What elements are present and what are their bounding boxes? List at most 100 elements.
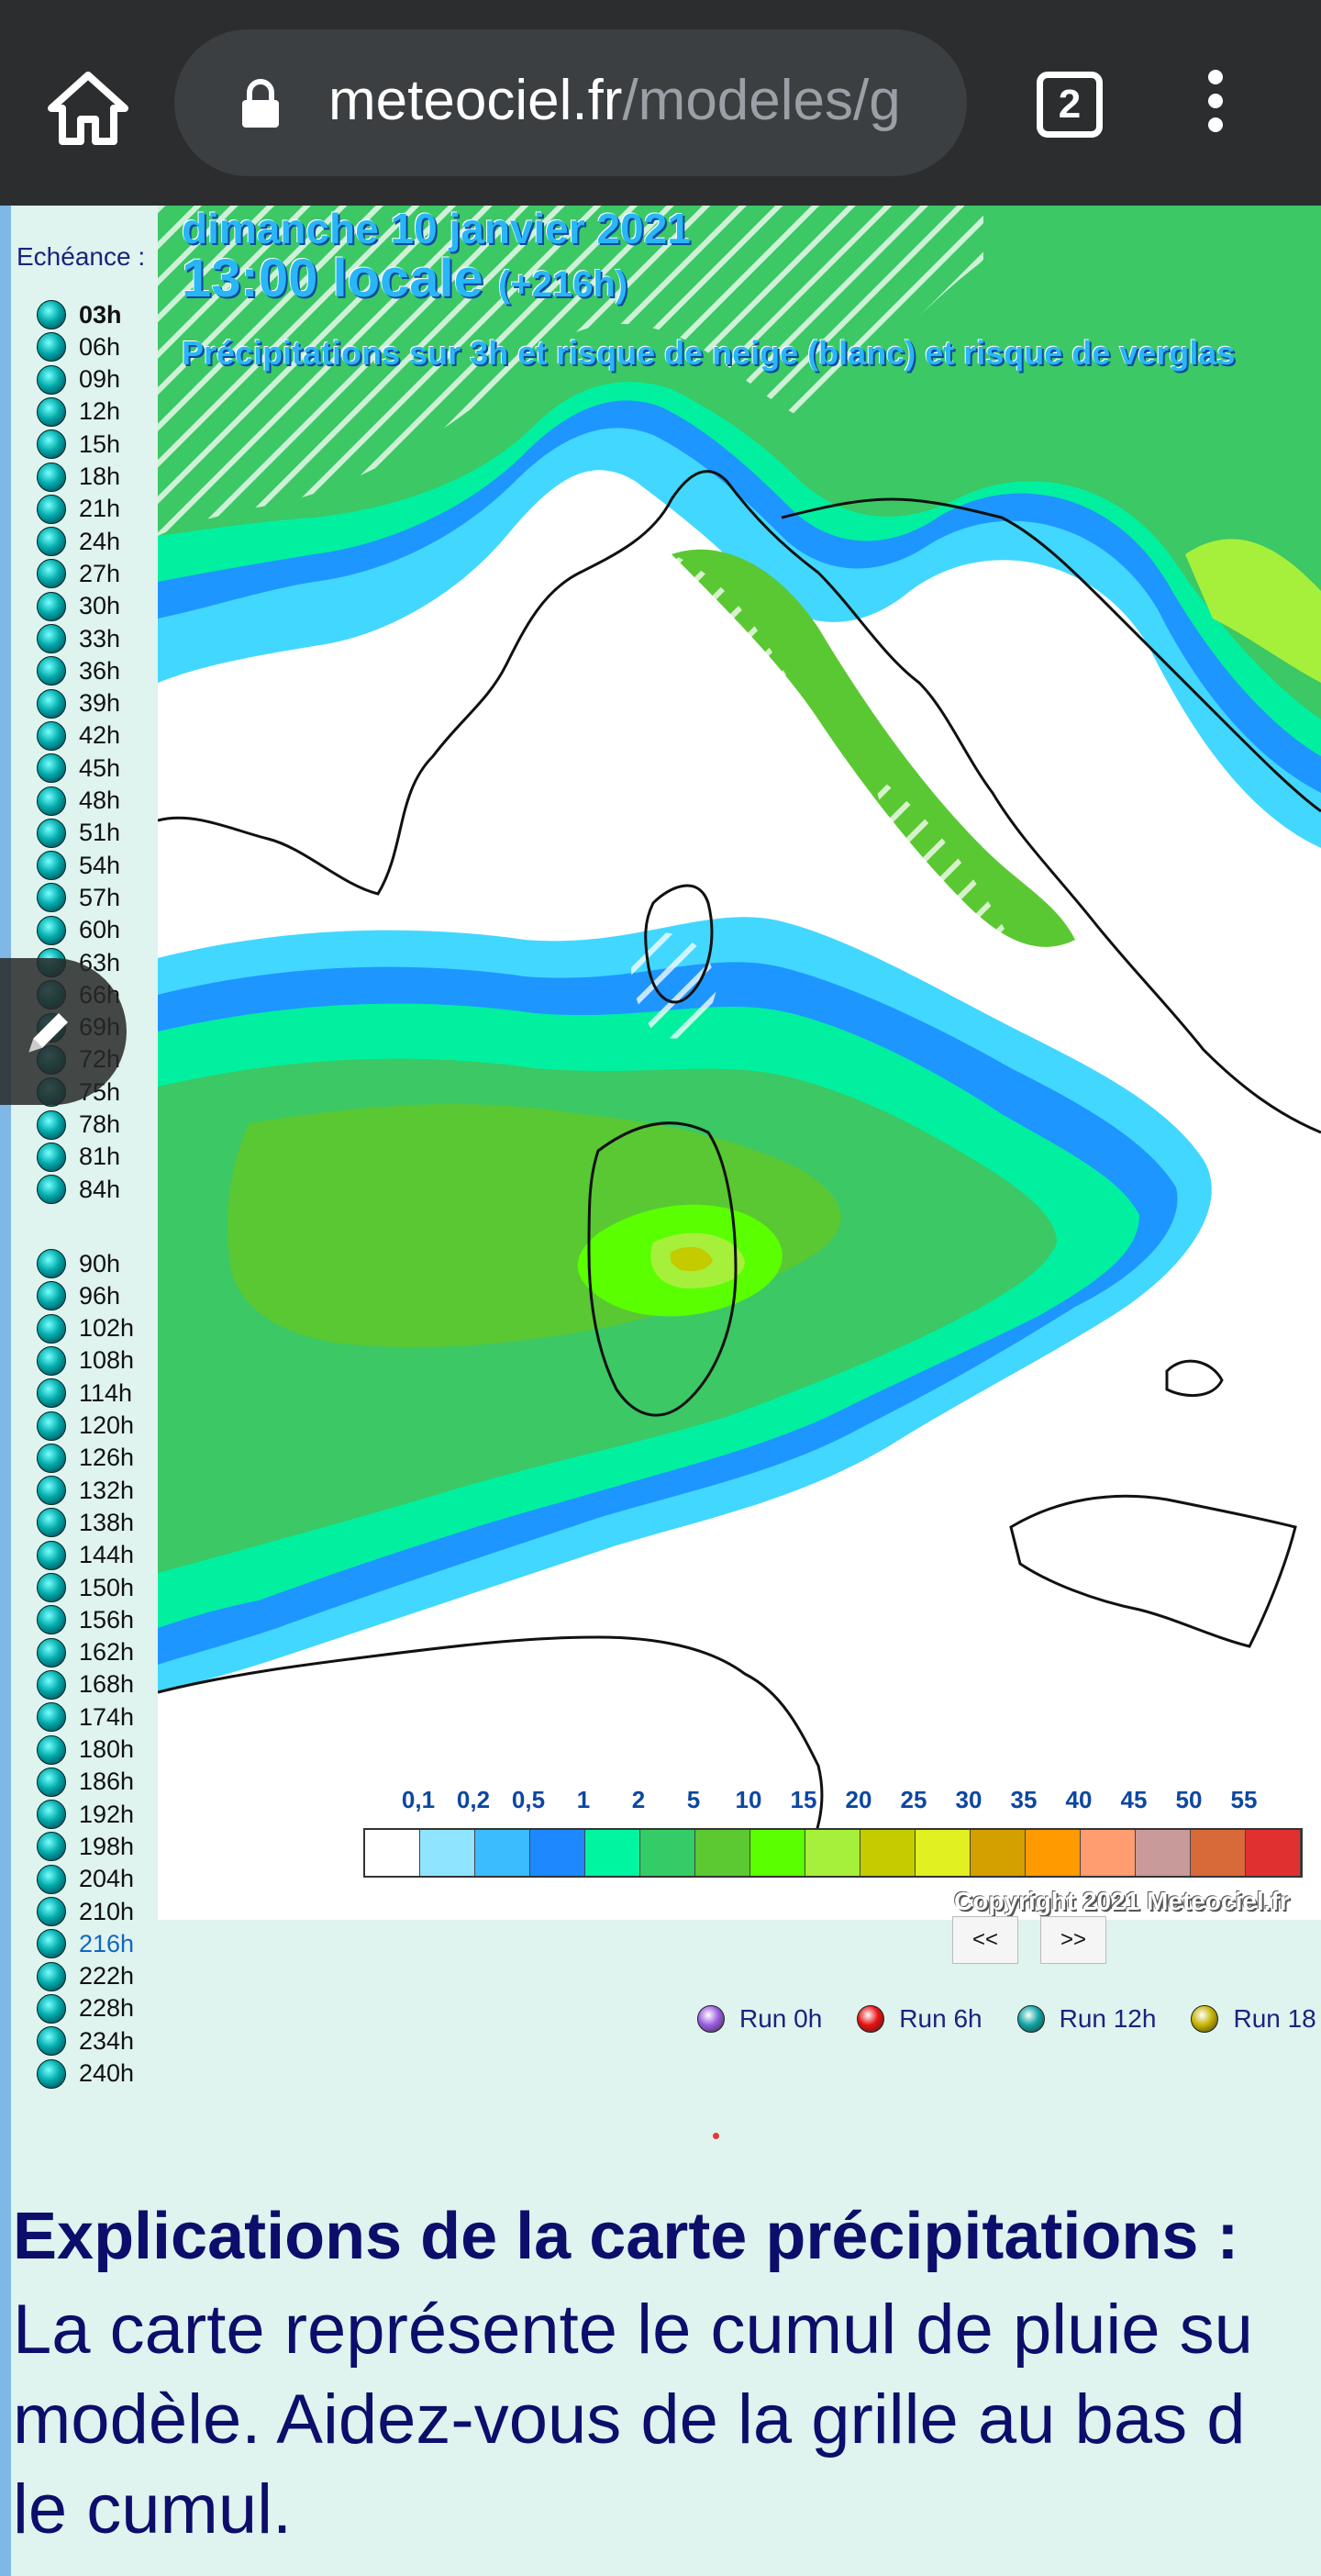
step-ball-icon[interactable] bbox=[37, 1540, 66, 1570]
step-ball-icon[interactable] bbox=[37, 1110, 66, 1140]
step-label[interactable]: 156h bbox=[79, 1605, 135, 1634]
step-item[interactable]: 216h bbox=[37, 1928, 134, 1959]
run-ball-icon[interactable] bbox=[1016, 2005, 1045, 2033]
step-ball-icon[interactable] bbox=[37, 1476, 66, 1506]
step-item[interactable]: 228h bbox=[37, 1993, 134, 2024]
step-item[interactable]: 60h bbox=[37, 915, 120, 946]
step-ball-icon[interactable] bbox=[37, 624, 66, 653]
step-ball-icon[interactable] bbox=[37, 688, 66, 719]
step-label[interactable]: 168h bbox=[79, 1670, 135, 1699]
step-item[interactable]: 90h bbox=[37, 1248, 120, 1279]
step-ball-icon[interactable] bbox=[37, 364, 66, 395]
step-label[interactable]: 81h bbox=[79, 1143, 121, 1171]
home-icon[interactable] bbox=[44, 64, 132, 152]
step-ball-icon[interactable] bbox=[37, 915, 66, 945]
step-item[interactable]: 240h bbox=[37, 2058, 134, 2090]
step-label[interactable]: 180h bbox=[79, 1735, 135, 1763]
step-item[interactable]: 126h bbox=[37, 1443, 134, 1474]
step-ball-icon[interactable] bbox=[37, 1573, 66, 1602]
step-label[interactable]: 132h bbox=[79, 1476, 135, 1504]
step-label[interactable]: 114h bbox=[79, 1378, 133, 1407]
step-label[interactable]: 18h bbox=[79, 463, 121, 490]
step-ball-icon[interactable] bbox=[37, 1993, 66, 2024]
step-label[interactable]: 138h bbox=[79, 1508, 135, 1536]
step-ball-icon[interactable] bbox=[37, 1767, 66, 1797]
step-ball-icon[interactable] bbox=[37, 1832, 66, 1862]
step-label[interactable]: 96h bbox=[79, 1281, 121, 1310]
step-ball-icon[interactable] bbox=[37, 1961, 66, 1991]
step-item[interactable]: 06h bbox=[37, 331, 120, 362]
step-item[interactable]: 30h bbox=[37, 591, 120, 622]
run-label[interactable]: Run 12h bbox=[1059, 2004, 1157, 2033]
step-ball-icon[interactable] bbox=[37, 429, 66, 460]
step-ball-icon[interactable] bbox=[37, 1443, 66, 1473]
step-label[interactable]: 240h bbox=[79, 2059, 135, 2087]
step-item[interactable]: 54h bbox=[37, 850, 120, 881]
step-label[interactable]: 30h bbox=[79, 592, 121, 620]
step-ball-icon[interactable] bbox=[37, 1605, 66, 1635]
edit-pen-button[interactable] bbox=[0, 958, 127, 1105]
step-label[interactable]: 15h bbox=[79, 429, 121, 458]
step-label[interactable]: 144h bbox=[79, 1541, 135, 1569]
step-label[interactable]: 21h bbox=[79, 495, 121, 523]
step-label[interactable]: 12h bbox=[79, 397, 121, 426]
step-item[interactable]: 81h bbox=[37, 1142, 120, 1173]
step-label[interactable]: 228h bbox=[79, 1994, 135, 2023]
previous-button[interactable]: << bbox=[952, 1916, 1018, 1964]
step-ball-icon[interactable] bbox=[37, 818, 66, 848]
step-label[interactable]: 09h bbox=[79, 365, 121, 394]
step-ball-icon[interactable] bbox=[37, 1864, 66, 1894]
step-label[interactable]: 54h bbox=[79, 851, 121, 879]
step-item[interactable]: 180h bbox=[37, 1734, 134, 1766]
step-ball-icon[interactable] bbox=[37, 1702, 66, 1733]
step-item[interactable]: 198h bbox=[37, 1831, 134, 1862]
step-item[interactable]: 174h bbox=[37, 1701, 134, 1733]
step-item[interactable]: 234h bbox=[37, 2025, 134, 2057]
step-label[interactable]: 162h bbox=[79, 1638, 135, 1667]
step-label[interactable]: 45h bbox=[79, 753, 121, 782]
step-ball-icon[interactable] bbox=[37, 753, 66, 784]
next-button[interactable]: >> bbox=[1040, 1916, 1106, 1964]
step-item[interactable]: 150h bbox=[37, 1572, 134, 1603]
step-item[interactable]: 222h bbox=[37, 1961, 134, 1992]
step-label[interactable]: 222h bbox=[79, 1962, 135, 1991]
step-item[interactable]: 12h bbox=[37, 396, 120, 428]
step-ball-icon[interactable] bbox=[37, 656, 66, 686]
step-label[interactable]: 24h bbox=[79, 527, 121, 555]
step-label[interactable]: 06h bbox=[79, 332, 121, 361]
run-option[interactable]: Run 12h bbox=[1016, 2004, 1157, 2034]
step-label[interactable]: 27h bbox=[79, 559, 121, 587]
step-item[interactable]: 102h bbox=[37, 1313, 134, 1344]
step-item[interactable]: 15h bbox=[37, 429, 120, 460]
step-item[interactable]: 36h bbox=[37, 655, 120, 686]
step-item[interactable]: 84h bbox=[37, 1174, 120, 1205]
step-label[interactable]: 48h bbox=[79, 786, 121, 814]
step-ball-icon[interactable] bbox=[37, 462, 66, 492]
step-ball-icon[interactable] bbox=[37, 591, 66, 621]
step-item[interactable]: 21h bbox=[37, 494, 120, 525]
step-item[interactable]: 138h bbox=[37, 1507, 134, 1538]
run-ball-icon[interactable] bbox=[857, 2005, 885, 2033]
step-item[interactable]: 03h bbox=[37, 299, 122, 330]
step-item[interactable]: 132h bbox=[37, 1475, 134, 1506]
step-ball-icon[interactable] bbox=[37, 396, 66, 427]
step-item[interactable]: 45h bbox=[37, 753, 120, 784]
step-ball-icon[interactable] bbox=[37, 332, 66, 362]
step-label[interactable]: 204h bbox=[79, 1865, 135, 1893]
step-label[interactable]: 186h bbox=[79, 1768, 135, 1796]
step-ball-icon[interactable] bbox=[37, 2026, 66, 2057]
step-label[interactable]: 216h bbox=[79, 1929, 135, 1957]
run-ball-icon[interactable] bbox=[1191, 2005, 1219, 2033]
step-ball-icon[interactable] bbox=[37, 1313, 66, 1344]
step-item[interactable]: 144h bbox=[37, 1540, 134, 1571]
address-bar[interactable]: meteociel.fr/modeles/g bbox=[174, 29, 967, 176]
step-ball-icon[interactable] bbox=[37, 1249, 66, 1278]
step-label[interactable]: 03h bbox=[79, 300, 122, 329]
step-ball-icon[interactable] bbox=[37, 1734, 66, 1765]
step-ball-icon[interactable] bbox=[37, 883, 66, 913]
step-ball-icon[interactable] bbox=[37, 720, 66, 751]
step-ball-icon[interactable] bbox=[37, 1637, 66, 1667]
step-item[interactable]: 51h bbox=[37, 818, 120, 849]
step-label[interactable]: 120h bbox=[79, 1411, 135, 1439]
step-label[interactable]: 84h bbox=[79, 1175, 121, 1203]
